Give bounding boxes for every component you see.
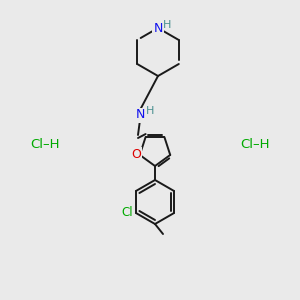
Text: Cl–H: Cl–H <box>30 139 60 152</box>
Text: H: H <box>163 20 171 30</box>
Text: N: N <box>153 22 163 34</box>
Text: H: H <box>146 106 154 116</box>
Text: Cl: Cl <box>121 206 133 218</box>
Text: N: N <box>135 109 145 122</box>
Text: O: O <box>131 148 141 161</box>
Text: Cl–H: Cl–H <box>240 139 270 152</box>
